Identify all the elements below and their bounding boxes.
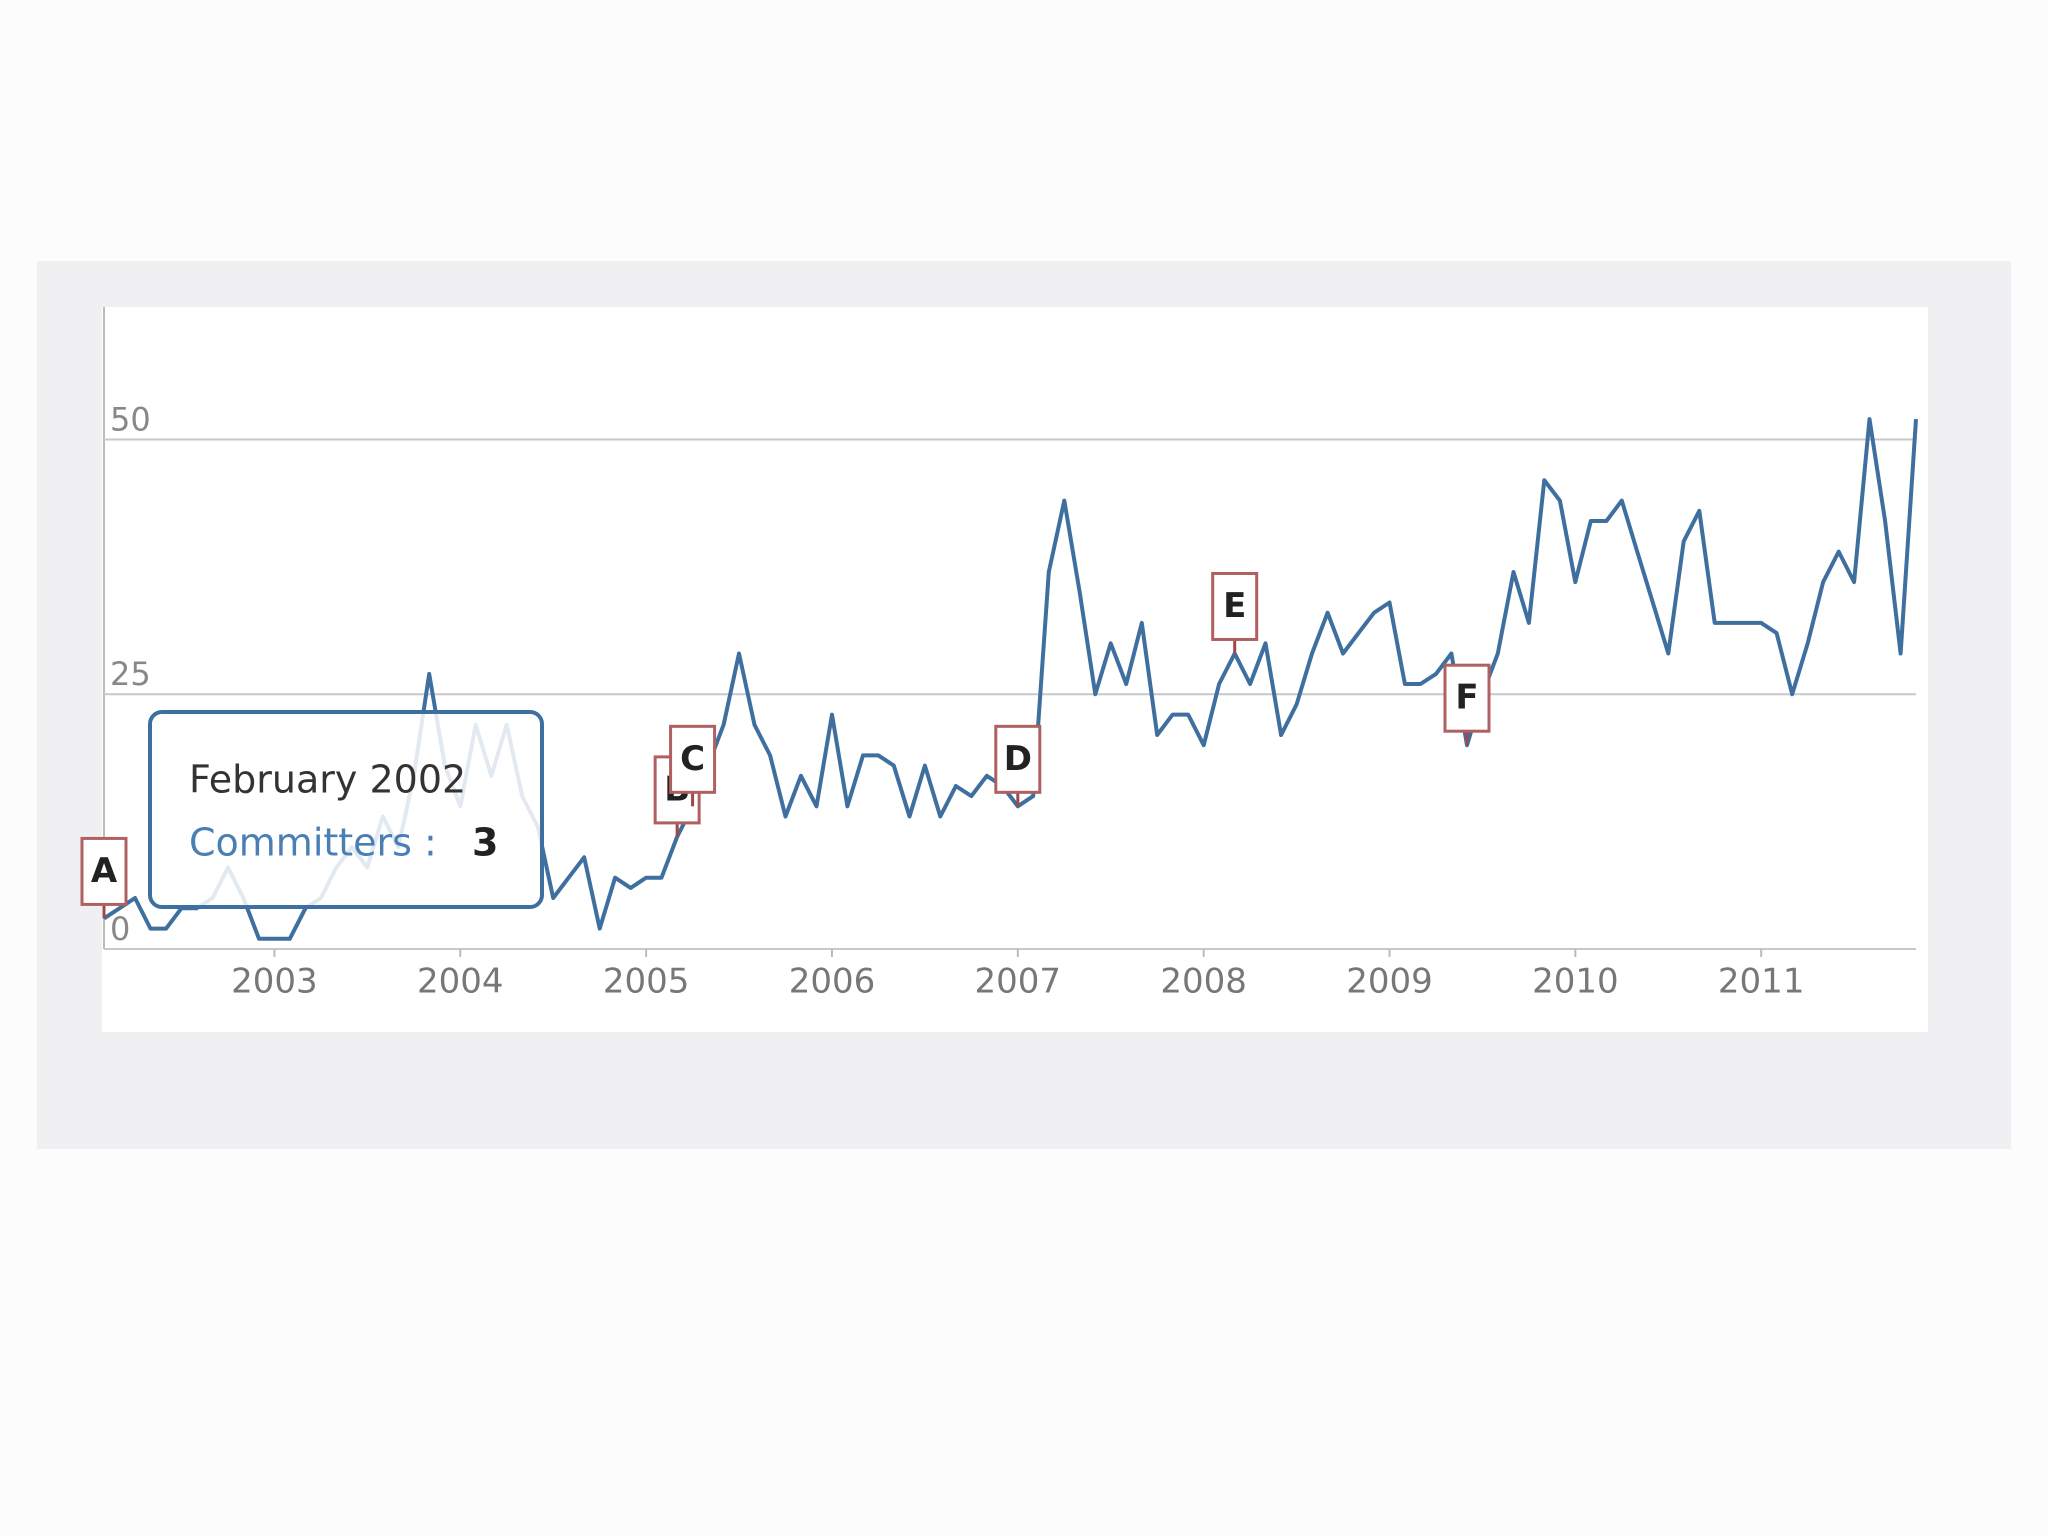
annotation-flag: A [80, 836, 128, 919]
x-tick-label: 2006 [789, 962, 876, 1002]
tooltip-title: February 2002 [189, 758, 466, 802]
annotation-flag: D [994, 724, 1042, 807]
y-tick-label: 25 [110, 655, 151, 693]
tooltip-value: 3 [472, 821, 498, 865]
flag-box [1211, 571, 1259, 641]
x-tick-label: 2005 [603, 962, 690, 1002]
x-tick-label: 2003 [231, 962, 318, 1002]
chart-panel [102, 307, 1928, 1032]
flag-box [1443, 663, 1491, 733]
flag-box [994, 724, 1042, 794]
flag-box [80, 836, 128, 906]
annotations: ABCDEF [80, 571, 1491, 919]
y-tick-label: 50 [110, 400, 151, 438]
y-tick-label: 0 [110, 910, 130, 948]
x-tick-label: 2010 [1532, 962, 1619, 1002]
flag-label: A [91, 851, 118, 891]
flag-label: C [680, 739, 705, 779]
tooltip-label: Committers : [189, 821, 437, 865]
x-tick-label: 2007 [975, 962, 1062, 1002]
flag-label: E [1223, 586, 1246, 626]
tooltip-box [148, 710, 544, 909]
grid: 0 25 50 2003 2004 2005 2006 2007 2008 2009 2010 201… [103, 307, 1916, 1002]
annotation-flag: E [1211, 571, 1259, 654]
x-tick-label: 2004 [417, 962, 504, 1002]
x-tick-label: 2011 [1718, 962, 1805, 1002]
tooltip: February 2002 Committers : 3 [148, 710, 544, 909]
x-tick-label: 2008 [1160, 962, 1247, 1002]
flag-label: F [1455, 678, 1478, 718]
flag-box [669, 724, 717, 794]
x-tick-label: 2009 [1346, 962, 1433, 1002]
annotation-flag: C [669, 724, 717, 807]
annotation-flag: F [1443, 663, 1491, 746]
flag-label: D [1004, 739, 1032, 779]
